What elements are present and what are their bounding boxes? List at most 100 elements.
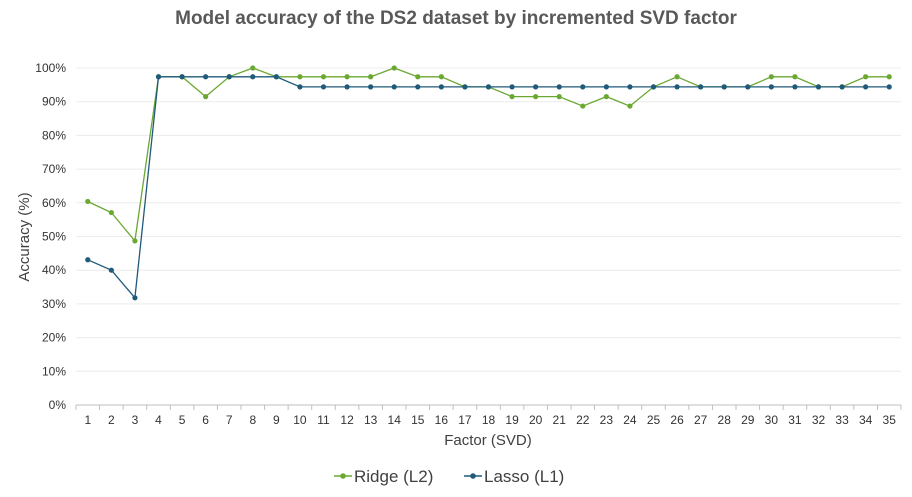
data-point (320, 84, 327, 90)
data-point (792, 74, 798, 80)
x-tick-label: 30 (765, 413, 779, 427)
data-point (509, 84, 515, 90)
x-tick-label: 20 (529, 413, 543, 427)
data-point (815, 84, 822, 90)
data-point (132, 295, 138, 301)
data-point (886, 74, 892, 80)
x-tick-label: 23 (600, 413, 614, 427)
data-point (320, 74, 327, 80)
data-point (132, 238, 138, 244)
x-tick-label: 16 (435, 413, 449, 427)
series-2 (85, 74, 892, 301)
data-point (485, 84, 492, 90)
data-point (85, 198, 91, 205)
data-point (603, 94, 609, 100)
x-tick-label: 31 (788, 413, 802, 427)
legend-label: Ridge (L2) (354, 467, 433, 486)
data-point (580, 84, 586, 90)
x-tick-label: 21 (553, 413, 567, 427)
x-tick-label: 35 (883, 413, 897, 427)
y-axis-label: Accuracy (%) (16, 192, 33, 281)
data-point (391, 65, 397, 71)
y-tick-label: 100% (35, 61, 66, 75)
y-tick-label: 10% (42, 364, 66, 378)
x-tick-label: 25 (647, 413, 661, 427)
data-point (155, 74, 162, 80)
data-point (745, 84, 751, 90)
data-point (179, 74, 185, 80)
data-point (627, 103, 633, 109)
data-point (650, 84, 657, 90)
legend-swatch-marker (470, 473, 476, 479)
x-tick-label: 32 (812, 413, 826, 427)
data-point (509, 94, 515, 100)
data-point (297, 74, 303, 80)
series-layer (85, 65, 892, 301)
series-1 (85, 65, 892, 244)
x-tick-label: 26 (670, 413, 684, 427)
data-point (768, 74, 774, 80)
y-tick-label: 30% (42, 297, 66, 311)
x-axis-label: Factor (SVD) (444, 432, 532, 449)
chart-title: Model accuracy of the DS2 dataset by inc… (175, 8, 737, 29)
data-point (85, 257, 91, 263)
gridlines (76, 67, 901, 372)
data-point (250, 65, 256, 71)
data-point (438, 84, 444, 90)
x-tick-label: 8 (249, 413, 256, 427)
y-tick-label: 50% (42, 230, 66, 244)
data-point (863, 84, 869, 90)
data-point (533, 94, 539, 100)
data-point (344, 74, 350, 80)
y-tick-label: 60% (42, 196, 66, 210)
x-tick-label: 19 (505, 413, 519, 427)
legend-item: Ridge (L2) (334, 467, 433, 486)
data-point (533, 84, 539, 90)
x-tick-label: 33 (835, 413, 849, 427)
legend-item: Lasso (L1) (464, 467, 564, 486)
x-tick-label: 27 (694, 413, 708, 427)
data-point (886, 84, 892, 90)
x-tick-label: 14 (388, 413, 402, 427)
x-tick-label: 6 (202, 413, 209, 427)
data-point (792, 84, 798, 90)
data-point (368, 84, 374, 90)
data-point (368, 74, 374, 80)
data-point (344, 84, 350, 90)
series-line (87, 76, 890, 300)
legend-swatch-marker (340, 473, 346, 479)
data-point (273, 74, 279, 80)
y-tick-label: 20% (42, 331, 66, 345)
data-point (674, 74, 680, 80)
data-point (556, 84, 562, 90)
x-tick-label: 28 (718, 413, 732, 427)
y-axis-ticks: 0% 10% 20% 30% 40% 50% 60% 70% 80% 90% 100% (35, 61, 66, 412)
x-tick-label: 3 (132, 413, 139, 427)
x-tick-label: 34 (859, 413, 873, 427)
data-point (391, 84, 397, 90)
x-tick-label: 17 (458, 413, 472, 427)
data-point (226, 74, 232, 80)
y-tick-label: 70% (42, 162, 66, 176)
x-tick-label: 7 (226, 413, 233, 427)
legend-label: Lasso (L1) (484, 467, 564, 486)
data-point (721, 84, 727, 90)
x-tick-label: 1 (84, 413, 91, 427)
data-point (627, 84, 633, 90)
data-point (674, 84, 680, 90)
x-tick-label: 12 (340, 413, 354, 427)
data-point (556, 94, 562, 100)
x-tick-label: 4 (155, 413, 162, 427)
y-tick-label: 0% (49, 398, 67, 412)
x-tick-label: 5 (179, 413, 186, 427)
x-tick-label: 13 (364, 413, 378, 427)
data-point (250, 74, 256, 80)
data-point (863, 74, 869, 80)
y-tick-label: 90% (42, 95, 66, 109)
x-tick-label: 15 (411, 413, 425, 427)
data-point (580, 103, 586, 109)
data-point (297, 84, 303, 90)
data-point (839, 84, 845, 90)
data-point (415, 74, 421, 80)
x-tick-label: 18 (482, 413, 496, 427)
